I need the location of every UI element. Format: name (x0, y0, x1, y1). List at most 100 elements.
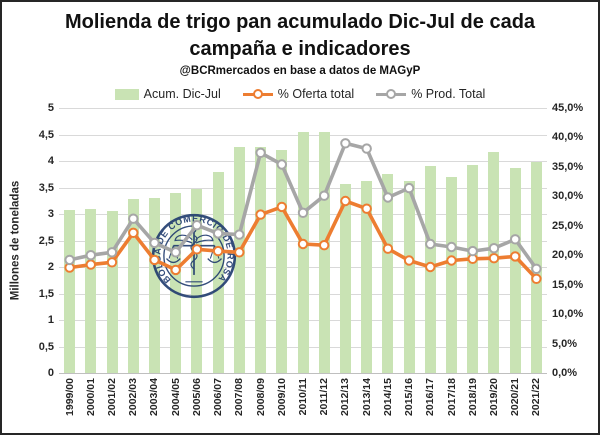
bar-2017/18 (446, 176, 458, 373)
data-point-2015/16 (403, 182, 415, 194)
bar-2015/16 (403, 181, 415, 373)
data-point-2019/20 (488, 243, 500, 254)
data-point-2011/12 (319, 190, 330, 201)
bar-2014/15 (382, 173, 394, 373)
data-point-2015/16 (403, 255, 415, 266)
bar-2008/09 (255, 147, 267, 373)
bar-1999/00 (64, 209, 76, 373)
x-axis-tick-label: 2021/22 (530, 378, 543, 416)
data-point-2017/18 (446, 241, 457, 253)
data-point-2014/15 (382, 243, 394, 254)
legend-item: % Prod. Total (376, 87, 485, 101)
data-point-2012/13 (340, 195, 351, 207)
chart-subtitle: @BCRmercados en base a datos de MAGyP (179, 65, 421, 77)
bar-2001/02 (106, 210, 118, 373)
bar-2013/14 (361, 180, 373, 373)
data-point-2011/12 (319, 240, 330, 251)
gridline (59, 373, 547, 374)
left-axis-tick-label: 4 (47, 155, 54, 167)
data-point-2009/10 (276, 159, 288, 170)
data-point-2008/09 (255, 209, 266, 220)
data-point-2019/20 (488, 253, 500, 264)
data-point-2001/02 (106, 247, 118, 258)
data-point-2009/10 (276, 201, 288, 213)
x-axis-tick-label: 2015/16 (403, 378, 416, 416)
x-axis-tick-label: 2010/11 (297, 378, 309, 416)
right-axis-tick-label: 10,0% (552, 308, 584, 321)
data-point-2007/08 (234, 229, 245, 240)
left-axis-tick-label: 3,5 (38, 181, 54, 194)
line-series-layer (64, 138, 542, 285)
left-axis-tick-label: 4,5 (38, 128, 54, 141)
right-axis-tick-label: 40,0% (552, 131, 584, 144)
data-point-2008/09 (255, 147, 266, 158)
left-axis-tick-label: 3 (47, 208, 54, 220)
x-axis-tick-label: 2013/14 (360, 378, 373, 416)
legend-label: % Oferta total (277, 87, 355, 101)
data-point-2006/07 (212, 245, 224, 257)
data-point-2000/01 (85, 250, 96, 261)
right-axis-tick-label: 45,0% (552, 102, 584, 114)
data-point-2021/22 (531, 263, 542, 275)
data-point-2004/05 (170, 264, 181, 276)
data-point-2007/08 (234, 247, 245, 258)
plot-area: BOLSA DE COMERCIO DE ROSARIO (59, 108, 547, 374)
bar-2020/21 (509, 168, 521, 373)
data-point-2003/04 (149, 254, 160, 266)
right-axis-tick-label: 20,0% (552, 249, 584, 262)
data-point-2010/11 (297, 238, 309, 250)
x-axis-tick-label: 2009/10 (275, 378, 288, 416)
x-axis-tick-label: 2005/06 (190, 378, 203, 416)
legend-bar-swatch-icon (114, 88, 139, 100)
data-point-2002/03 (128, 213, 139, 224)
bar-2005/06 (191, 188, 203, 373)
x-axis-tick-label: 2002/03 (127, 378, 140, 416)
data-point-2005/06 (191, 220, 203, 231)
x-axis-tick-label: 2003/04 (148, 378, 161, 416)
bar-2000/01 (85, 208, 97, 373)
x-axis-tick-label: 2014/15 (381, 378, 394, 416)
legend-label: Acum. Dic-Jul (143, 87, 221, 101)
legend-line-marker-icon (376, 88, 407, 100)
data-point-2010/11 (297, 207, 309, 219)
legend-item: Acum. Dic-Jul (114, 87, 221, 101)
data-point-1999/00 (64, 254, 75, 266)
data-point-2004/05 (170, 247, 181, 258)
bar-2003/04 (148, 198, 160, 373)
x-axis-tick-label: 2019/20 (487, 378, 500, 416)
x-axis-tick-label: 2018/19 (466, 378, 479, 416)
data-point-2014/15 (382, 192, 394, 203)
x-axis-tick-label: 2004/05 (169, 378, 182, 416)
chart-legend: Acum. Dic-Jul % Oferta total % Prod. Total (2, 86, 598, 102)
x-axis-tick-label: 1999/00 (63, 378, 76, 416)
bar-2009/10 (276, 150, 288, 373)
legend-item: % Oferta total (242, 87, 355, 101)
data-point-2013/14 (361, 143, 372, 154)
data-point-2001/02 (106, 257, 118, 268)
right-axis-tick-label: 5,0% (552, 337, 578, 350)
chart-title: Molienda de trigo pan acumulado Dic-Jul … (32, 9, 568, 63)
right-axis-tick-label: 15,0% (552, 278, 584, 291)
x-axis-tick-label: 2012/13 (339, 378, 352, 416)
data-point-2013/14 (361, 203, 372, 214)
left-axis-tick-label: 2,5 (38, 234, 54, 247)
data-point-2016/17 (425, 238, 436, 250)
right-axis-tick-label: 25,0% (552, 219, 584, 232)
left-axis-tick-label: 1 (47, 314, 54, 326)
bar-2004/05 (170, 192, 182, 373)
right-axis-tick-label: 35,0% (552, 160, 584, 173)
left-axis-tick-label: 0 (47, 367, 54, 379)
x-axis-tick-label: 2006/07 (212, 378, 225, 416)
data-point-2006/07 (212, 228, 224, 239)
data-point-2002/03 (128, 227, 139, 239)
bar-2012/13 (339, 183, 351, 373)
x-axis-tick-label: 2011/12 (318, 378, 331, 416)
right-axis-tick-label: 30,0% (552, 190, 584, 203)
x-axis-tick-label: 2001/02 (106, 378, 119, 416)
bar-2011/12 (318, 132, 330, 373)
data-point-2012/13 (340, 138, 351, 149)
x-axis-tick-label: 2000/01 (84, 378, 97, 416)
right-axis-tick-label: 0,0% (552, 367, 578, 379)
data-point-2021/22 (531, 273, 542, 285)
